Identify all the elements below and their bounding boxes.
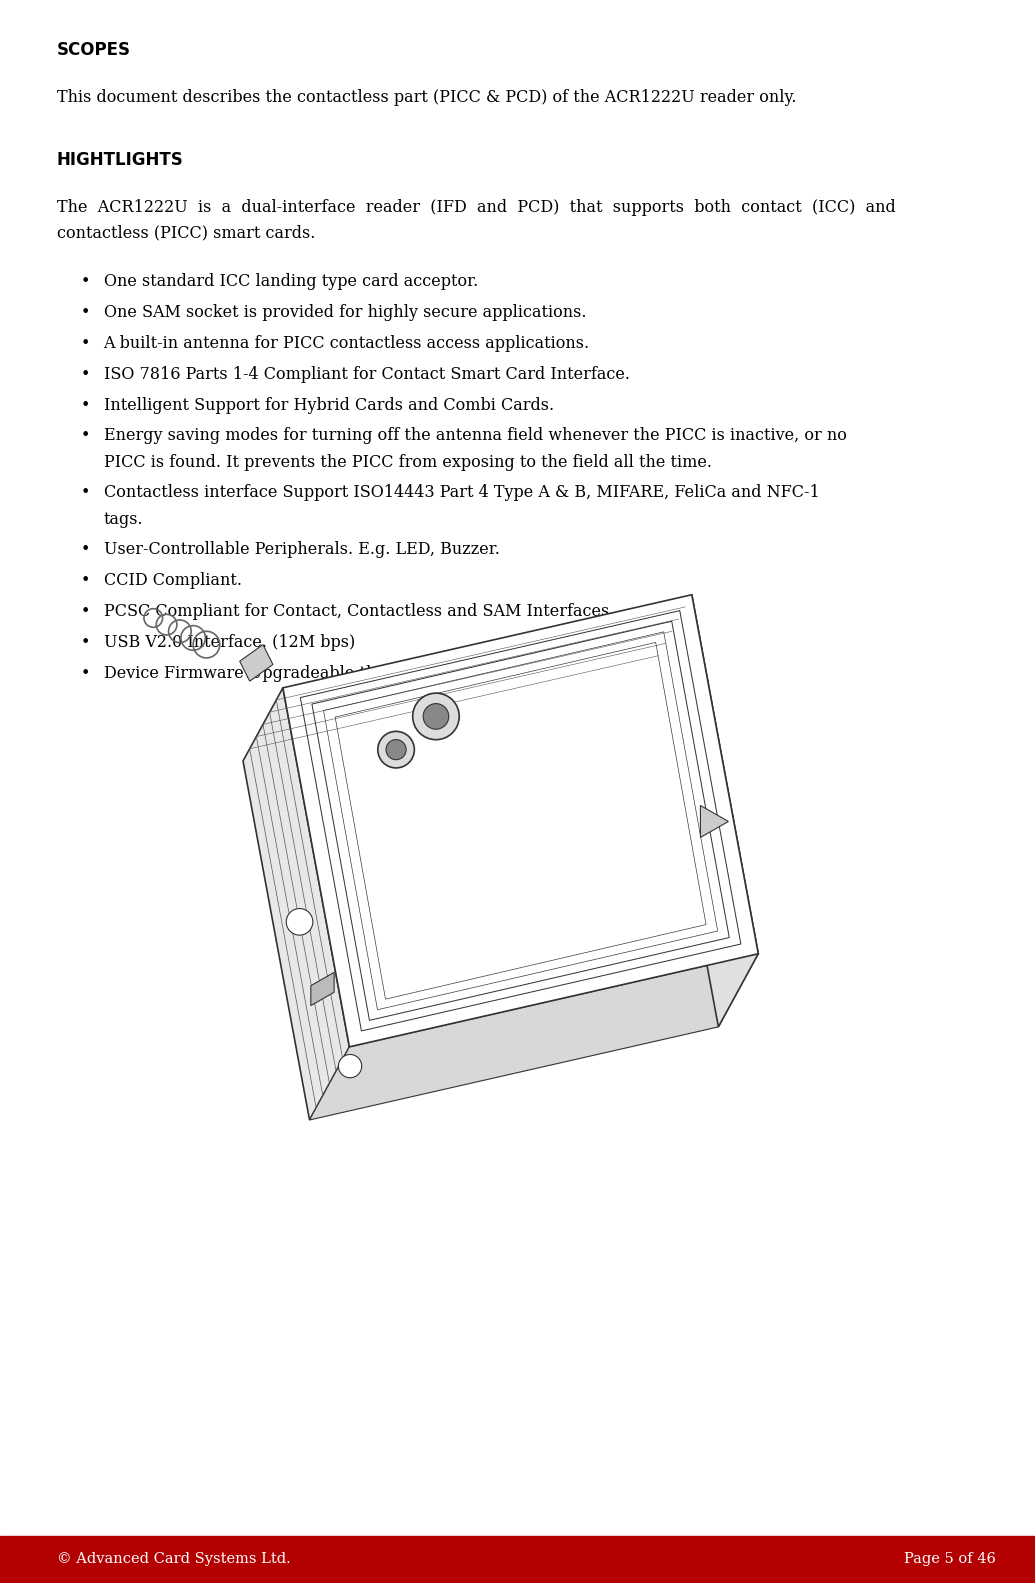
- Text: PICC is found. It prevents the PICC from exposing to the field all the time.: PICC is found. It prevents the PICC from…: [104, 453, 711, 470]
- Text: •: •: [80, 336, 90, 351]
- Text: •: •: [80, 633, 90, 651]
- Circle shape: [378, 731, 414, 768]
- Text: SCOPES: SCOPES: [57, 41, 130, 59]
- Text: contactless (PICC) smart cards.: contactless (PICC) smart cards.: [57, 225, 316, 242]
- Text: ISO 7816 Parts 1-4 Compliant for Contact Smart Card Interface.: ISO 7816 Parts 1-4 Compliant for Contact…: [104, 366, 629, 383]
- Text: Device Firmware Upgradeable through the USB Interface.: Device Firmware Upgradeable through the …: [104, 665, 582, 682]
- Text: •: •: [80, 366, 90, 383]
- Text: A built-in antenna for PICC contactless access applications.: A built-in antenna for PICC contactless …: [104, 336, 590, 351]
- Text: •: •: [80, 427, 90, 445]
- Text: •: •: [80, 665, 90, 682]
- Text: Contactless interface Support ISO14443 Part 4 Type A & B, MIFARE, FeliCa and NFC: Contactless interface Support ISO14443 P…: [104, 484, 820, 502]
- Text: PCSC Compliant for Contact, Contactless and SAM Interfaces.: PCSC Compliant for Contact, Contactless …: [104, 603, 614, 621]
- Text: HIGHTLIGHTS: HIGHTLIGHTS: [57, 152, 183, 169]
- Text: Page 5 of 46: Page 5 of 46: [904, 1553, 996, 1566]
- Text: •: •: [80, 571, 90, 589]
- Text: USB V2.0 Interface. (12M bps): USB V2.0 Interface. (12M bps): [104, 633, 355, 651]
- Text: Intelligent Support for Hybrid Cards and Combi Cards.: Intelligent Support for Hybrid Cards and…: [104, 396, 554, 413]
- Text: The  ACR1222U  is  a  dual-interface  reader  (IFD  and  PCD)  that  supports  b: The ACR1222U is a dual-interface reader …: [57, 199, 895, 215]
- Text: •: •: [80, 272, 90, 290]
- Polygon shape: [652, 595, 759, 1027]
- Polygon shape: [309, 953, 759, 1121]
- Circle shape: [287, 909, 313, 936]
- Circle shape: [338, 1054, 361, 1078]
- Bar: [0, 1536, 1035, 1583]
- Text: © Advanced Card Systems Ltd.: © Advanced Card Systems Ltd.: [57, 1553, 291, 1566]
- Polygon shape: [283, 595, 759, 1046]
- Text: One SAM socket is provided for highly secure applications.: One SAM socket is provided for highly se…: [104, 304, 586, 321]
- Text: One standard ICC landing type card acceptor.: One standard ICC landing type card accep…: [104, 272, 478, 290]
- Text: Energy saving modes for turning off the antenna field whenever the PICC is inact: Energy saving modes for turning off the …: [104, 427, 847, 445]
- Text: User-Controllable Peripherals. E.g. LED, Buzzer.: User-Controllable Peripherals. E.g. LED,…: [104, 541, 499, 559]
- Text: CCID Compliant.: CCID Compliant.: [104, 571, 241, 589]
- Circle shape: [413, 693, 460, 739]
- Polygon shape: [310, 972, 334, 1005]
- Circle shape: [423, 703, 449, 730]
- Text: •: •: [80, 304, 90, 321]
- Text: •: •: [80, 603, 90, 621]
- Polygon shape: [240, 644, 273, 681]
- Text: •: •: [80, 396, 90, 413]
- Text: This document describes the contactless part (PICC & PCD) of the ACR1222U reader: This document describes the contactless …: [57, 89, 796, 106]
- Polygon shape: [701, 806, 729, 837]
- Text: •: •: [80, 484, 90, 502]
- Text: •: •: [80, 541, 90, 559]
- Text: tags.: tags.: [104, 510, 143, 527]
- Circle shape: [386, 739, 406, 760]
- Polygon shape: [243, 689, 350, 1121]
